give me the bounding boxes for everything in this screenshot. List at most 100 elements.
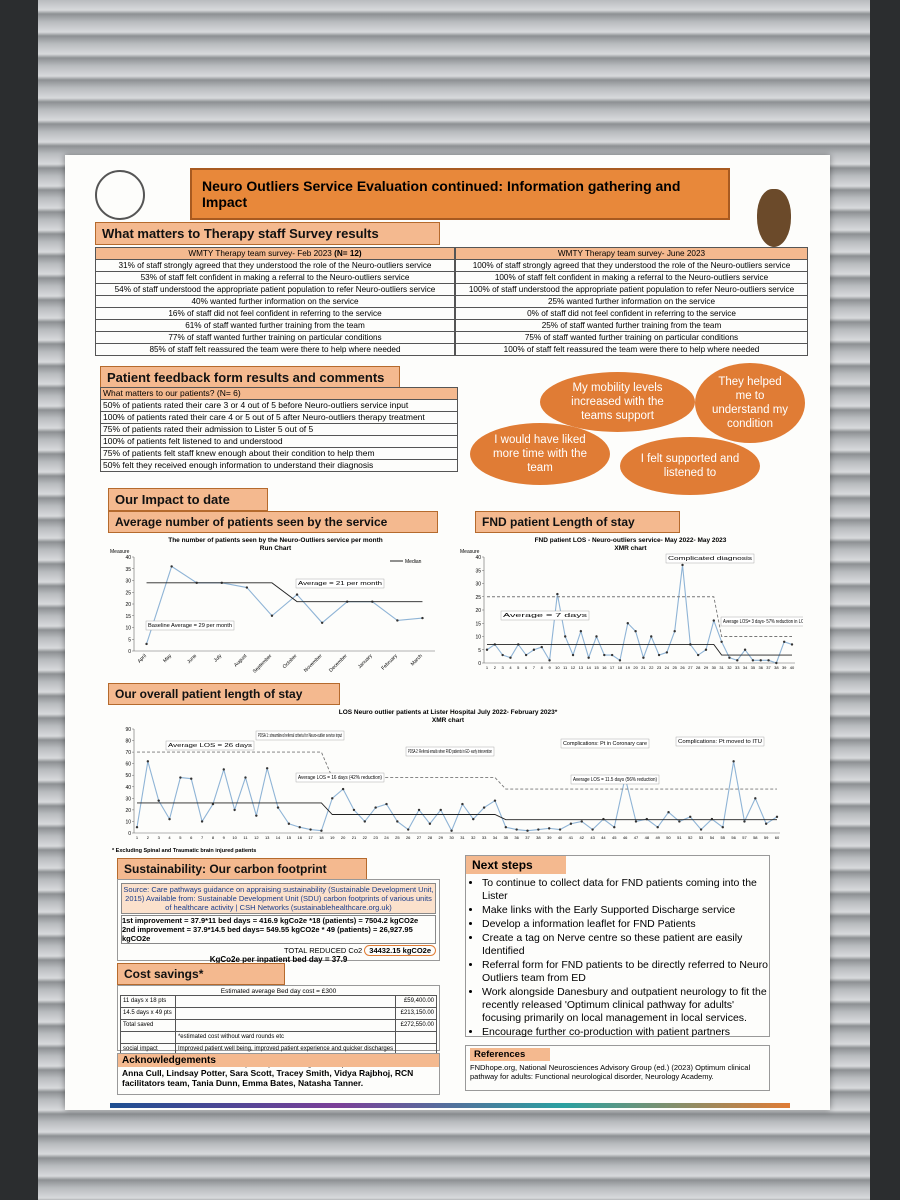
table-row: 25% of staff wanted further training fro… [455,319,808,332]
chart-heading: Our overall patient length of stay [108,683,340,705]
x-tick-label: 5 [179,835,182,840]
list-item: Encourage further co-production with pat… [482,1026,769,1039]
table-row: 54% of staff understood the appropriate … [95,283,455,296]
row-amount: £213,150.00 [400,1010,434,1016]
data-point [515,828,518,831]
section-heading: References [470,1048,550,1061]
data-point [540,645,543,649]
data-point [526,829,529,832]
y-tick-label: 35 [125,567,131,573]
data-point [775,661,778,665]
table-cell: 50% felt they received enough informatio… [100,459,458,472]
x-tick-label: 10 [232,835,237,840]
x-tick-label: 19 [330,835,335,840]
x-tick-label: 28 [428,835,433,840]
data-point [352,808,356,812]
per-day: KgCo2e per inpatient bed day = 37.9 [209,955,348,964]
annotation-box [405,746,495,757]
data-point [421,616,424,620]
annotation-box [665,553,755,564]
data-point [363,820,366,823]
x-tick-label: 49 [655,835,660,840]
y-tick-label: 35 [475,568,481,574]
chart: FND patient LOS - Neuro-outliers service… [460,537,803,670]
y-tick-label: 0 [128,831,131,837]
annotation: Average LOS = 26 days [168,743,253,749]
data-point [580,820,583,823]
x-tick-label: 11 [243,835,248,840]
x-tick-label: 33 [735,665,740,670]
x-tick-label: 23 [373,835,378,840]
data-point [626,622,629,625]
chart-footnote: * Excluding Spinal and Traumatic brain i… [112,848,256,854]
x-tick-label: 6 [190,835,193,840]
annotation: Average = 21 per month [298,581,382,587]
x-tick-label: 19 [626,665,631,670]
x-tick-label: 39 [782,665,787,670]
y-tick-label: 70 [125,750,131,756]
table-cell [174,1019,397,1032]
data-point [428,822,432,825]
list-item: Work alongside Danesbury and outpatient … [482,986,769,1025]
y-tick-label: 5 [128,637,131,643]
x-tick-label: 29 [704,665,709,670]
x-tick-label: 30 [449,835,454,840]
data-point [509,656,512,659]
x-tick-label: 4 [168,835,171,840]
data-point [775,815,779,819]
data-point [170,565,173,568]
data-point [564,635,567,638]
data-point [179,776,182,779]
series-line [146,582,423,603]
y-axis-label: Measure [110,549,130,555]
data-point [501,653,504,657]
x-tick-label: 34 [743,665,748,670]
series-line [487,596,792,637]
data-point [200,820,204,823]
series-line [137,802,777,821]
table-row: 40% wanted further information on the se… [95,295,455,308]
data-point [331,797,334,800]
x-tick-label: 6 [525,665,528,670]
data-point [537,828,540,831]
x-tick-label: 54 [710,835,715,840]
x-tick-label: 30 [712,665,717,670]
table-cell: £213,150.00 [395,1007,437,1020]
x-tick-label: 60 [775,835,780,840]
comment-bubble: They helped me to understand my conditio… [695,363,805,443]
data-point [532,648,536,651]
table-cell: 40% wanted further information on the se… [95,295,455,308]
x-tick-label: 27 [417,835,422,840]
x-tick-label: 24 [665,665,670,670]
data-point [618,659,622,662]
sample-size: (N= 6) [216,388,241,399]
data-point [754,797,757,800]
sustainability-box: Source: Care pathways guidance on apprai… [117,879,440,964]
data-point [190,777,193,780]
survey-june: WMTY Therapy team survey- June 2023 100% … [455,247,808,356]
chart-subtitle: Run Chart [260,545,292,552]
x-tick-label: 14 [586,665,591,670]
data-point [790,643,794,646]
table-row: 31% of staff strongly agreed that they u… [95,259,455,272]
y-tick-label: 50 [125,773,131,779]
data-point [255,814,258,817]
x-tick-label: April [137,653,148,664]
data-point [341,787,345,791]
data-point [385,802,388,806]
x-tick-label: 9 [223,835,226,840]
list-item: Referral form for FND patients to be dir… [482,959,769,985]
data-point [720,640,723,643]
table-row: 50% of patients rated their care 3 or 4 … [100,399,458,412]
data-point [287,822,291,825]
table-cell: 75% of patients rated their admission to… [100,423,458,436]
x-tick-label: 22 [363,835,368,840]
x-tick-label: 36 [514,835,519,840]
x-tick-label: 13 [579,665,584,670]
data-point [461,802,464,806]
poster: Neuro Outliers Service Evaluation contin… [65,155,830,1110]
legend-label: Median [405,559,422,565]
data-point [374,806,377,809]
table-row: *estimated cost without ward rounds etc [120,1031,437,1044]
table-row: 100% of staff strongly agreed that they … [455,259,808,272]
